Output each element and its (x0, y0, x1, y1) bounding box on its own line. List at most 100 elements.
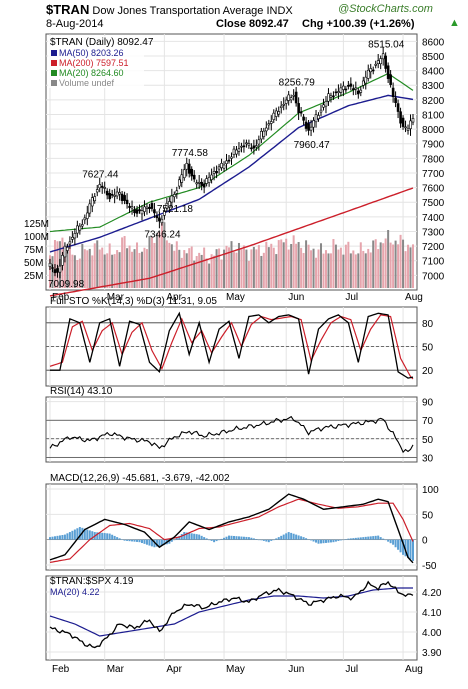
volume-bar (285, 238, 288, 288)
price-bar-body (352, 88, 355, 90)
volume-bar (245, 249, 248, 288)
macd-histogram-bar (347, 538, 350, 540)
volume-bar (342, 254, 345, 288)
volume-bar (295, 243, 298, 288)
price-bar-body (177, 179, 181, 187)
price-bar-body (168, 201, 171, 208)
macd-histogram-bar (320, 539, 323, 544)
price-bar-body (294, 91, 298, 104)
macd-histogram-bar (237, 536, 240, 540)
macd-histogram-bar (150, 539, 153, 547)
macd-histogram-bar (412, 539, 414, 561)
price-bar-body (232, 148, 236, 155)
macd-histogram-bar (399, 539, 402, 553)
macd-histogram-bar (178, 535, 181, 540)
ma50-line (49, 94, 414, 253)
legend-swatch (51, 80, 57, 86)
volume-bar (160, 223, 163, 288)
price-bar-body (411, 118, 415, 123)
volume-bar (392, 244, 395, 288)
volume-bar (86, 250, 89, 288)
macd-histogram-bar (158, 539, 161, 547)
rsi-axis-tick-label: 90 (422, 398, 434, 409)
volume-axis-tick-label: 50M (24, 258, 43, 269)
price-axis-tick-label: 7900 (422, 140, 445, 151)
macd-histogram-bar (307, 539, 310, 540)
volume-bar (68, 242, 71, 288)
macd-histogram-bar (136, 539, 139, 542)
volume-bar (242, 245, 245, 288)
volume-bar (277, 240, 280, 288)
volume-bar (56, 241, 59, 288)
volume-bar (220, 259, 223, 288)
volume-bar (155, 232, 158, 288)
macd-histogram-bar (387, 539, 390, 542)
price-bar-body (195, 182, 198, 185)
macd-histogram-bar (270, 539, 273, 541)
price-bar-body (277, 111, 281, 115)
volume-bar (315, 257, 318, 288)
volume-bar (136, 242, 139, 288)
price-bar-body (205, 178, 208, 184)
ratio-axis-tick-label: 4.10 (422, 608, 442, 619)
price-bar-body (128, 205, 131, 208)
volume-bar (98, 249, 101, 288)
price-bar-body (322, 104, 325, 108)
macd-histogram-bar (334, 539, 337, 542)
price-bar-body (357, 90, 360, 95)
price-bar-body (374, 63, 378, 66)
price-axis-tick-label: 8500 (422, 52, 445, 63)
macd-histogram-bar (247, 537, 250, 540)
macd-histogram-bar (242, 536, 245, 540)
macd-histogram-bar (235, 536, 238, 540)
volume-bar (230, 241, 233, 288)
macd-histogram-bar (300, 536, 303, 540)
macd-histogram-bar (153, 539, 156, 548)
macd-histogram-bar (382, 538, 385, 540)
macd-histogram-bar (223, 537, 226, 540)
price-bar-body (217, 166, 221, 170)
macd-histogram-bar (185, 532, 188, 540)
price-bar-body (260, 131, 263, 140)
volume-bar (320, 243, 323, 288)
price-bar-body (212, 171, 216, 174)
macd-histogram-bar (280, 535, 283, 540)
volume-bar (347, 241, 350, 288)
volume-bar (305, 240, 308, 288)
price-bar-body (187, 163, 191, 174)
price-bar-body (267, 123, 271, 126)
volume-bar (327, 253, 330, 288)
macd-histogram-bar (349, 538, 352, 540)
volume-bar (198, 252, 201, 288)
macd-histogram-bar (173, 539, 176, 541)
macd-histogram-bar (272, 539, 275, 541)
macd-signal-line (49, 498, 414, 563)
volume-bar (195, 256, 198, 288)
price-bar-body (269, 121, 273, 124)
price-bar-body (160, 218, 164, 224)
price-bar-body (145, 206, 149, 209)
macd-axis-tick-label: 0 (422, 536, 428, 547)
price-bar-body (225, 160, 228, 164)
macd-histogram-bar (228, 535, 231, 540)
macd-histogram-bar (160, 539, 163, 546)
price-bar-body (230, 156, 233, 159)
macd-histogram-bar (118, 538, 121, 540)
price-bar-body (148, 206, 151, 210)
sto-axis-tick-label: 50 (422, 343, 434, 354)
volume-bar (108, 243, 111, 288)
volume-bar (404, 251, 407, 288)
price-bar-body (227, 159, 231, 162)
price-annotation: 7774.58 (172, 148, 209, 159)
price-bar-body (98, 184, 102, 189)
price-bar-body (384, 55, 387, 69)
macd-histogram-bar (61, 535, 64, 540)
price-bar-body (240, 145, 243, 148)
panel-frame (45, 575, 418, 661)
volume-bar (354, 254, 357, 288)
volume-bar (150, 237, 153, 288)
macd-histogram-bar (180, 533, 183, 540)
volume-bar (359, 242, 362, 288)
volume-bar (337, 249, 340, 288)
